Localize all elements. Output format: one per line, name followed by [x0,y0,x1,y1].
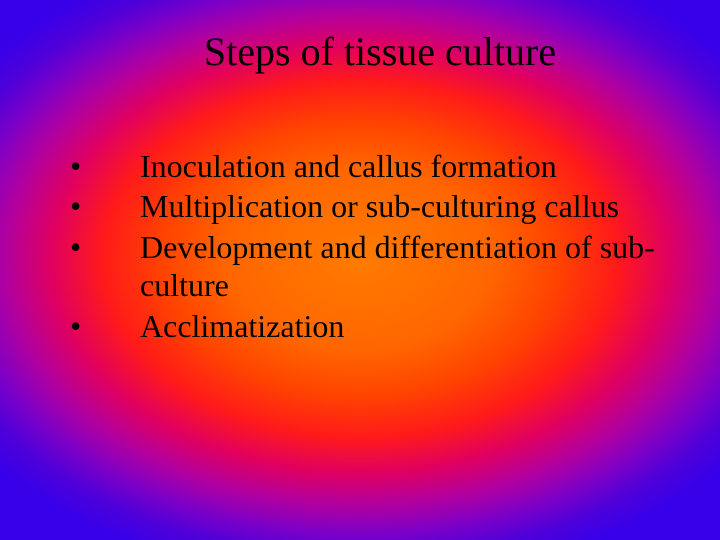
bullet-icon: • [70,228,140,266]
list-item: • Development and differentiation of sub… [70,228,660,305]
slide-container: Steps of tissue culture • Inoculation an… [0,0,720,540]
bullet-icon: • [70,307,140,345]
bullet-text: Acclimatization [140,307,660,345]
list-item: • Acclimatization [70,307,660,345]
bullet-list: • Inoculation and callus formation • Mul… [60,147,660,345]
list-item: • Multiplication or sub-culturing callus [70,187,660,225]
bullet-icon: • [70,187,140,225]
bullet-text: Inoculation and callus formation [140,147,660,185]
slide-title: Steps of tissue culture [100,28,660,75]
bullet-icon: • [70,147,140,185]
list-item: • Inoculation and callus formation [70,147,660,185]
bullet-text: Development and differentiation of sub-c… [140,228,660,305]
bullet-text: Multiplication or sub-culturing callus [140,187,660,225]
